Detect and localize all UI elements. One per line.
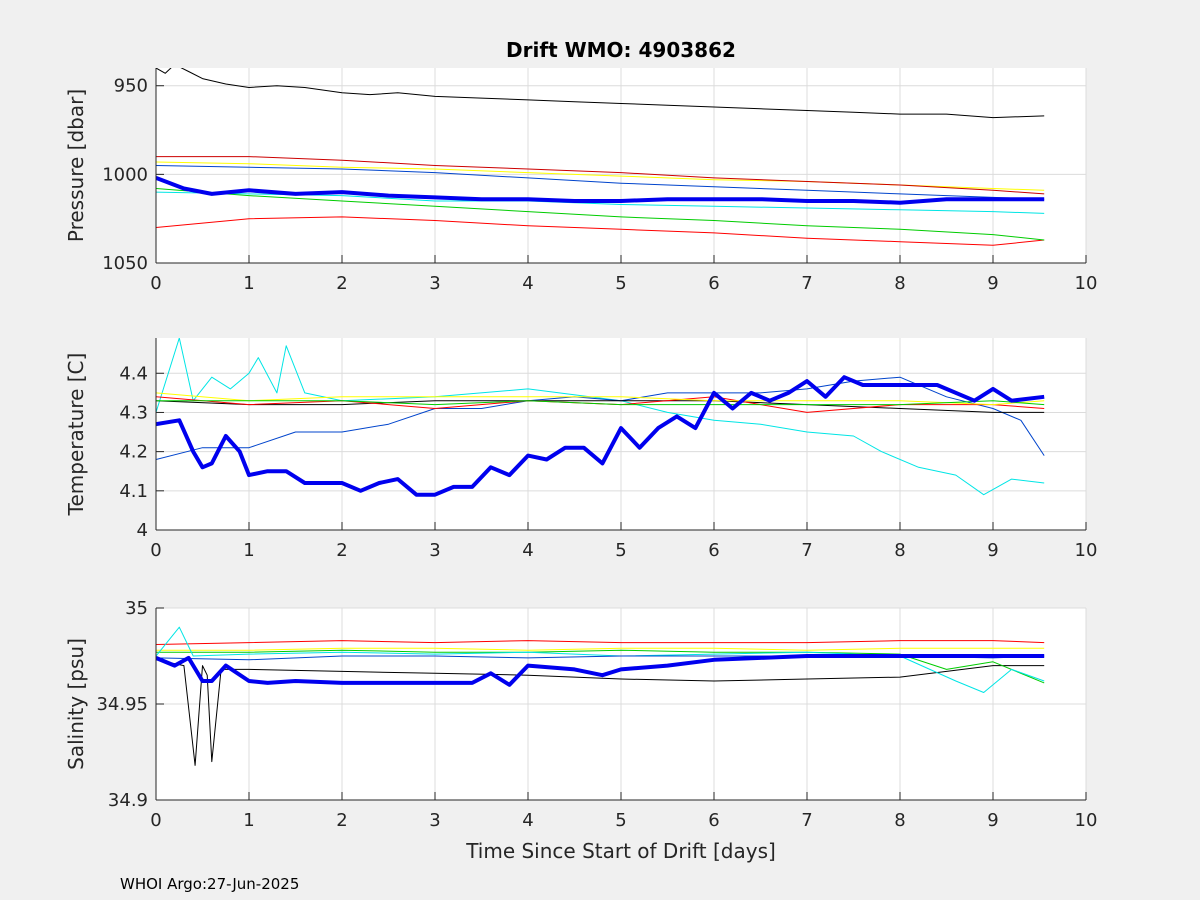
y-tick-label: 1050 — [102, 253, 148, 274]
x-tick-label: 4 — [522, 810, 533, 831]
y-tick-label: 4.2 — [119, 442, 148, 463]
y-tick-label: 4.3 — [119, 402, 148, 423]
y-axis-label: Salinity [psu] — [64, 638, 88, 770]
series-line-1 — [156, 640, 1045, 645]
x-tick-label: 1 — [243, 273, 254, 294]
x-tick-label: 2 — [336, 540, 347, 561]
temperature-panel: 0 1 2 3 4 5 6 7 8 9 10 4 4.1 4.2 4.3 4.4 Temperature [C] — [64, 338, 1097, 561]
y-axis-label: Pressure [dbar] — [64, 89, 88, 242]
y-tick-label: 950 — [114, 76, 148, 97]
x-tick-label: 10 — [1075, 540, 1098, 561]
x-tick-label: 7 — [801, 810, 812, 831]
y-axis-label: Temperature [C] — [64, 353, 88, 517]
footer-text: WHOI Argo:27-Jun-2025 — [120, 875, 299, 893]
series-line-5 — [156, 400, 1045, 406]
x-tick-label: 0 — [150, 810, 161, 831]
x-tick-label: 8 — [894, 810, 905, 831]
series-line-6 — [156, 654, 1045, 687]
x-tick-label: 7 — [801, 273, 812, 294]
x-tick-label: 9 — [987, 540, 998, 561]
x-tick-label: 4 — [522, 540, 533, 561]
x-tick-label: 2 — [336, 810, 347, 831]
x-tick-label: 3 — [429, 540, 440, 561]
x-tick-label: 0 — [150, 540, 161, 561]
y-tick-label: 34.9 — [108, 790, 148, 811]
series-line-2 — [156, 647, 1045, 651]
series-line-2 — [156, 188, 1045, 241]
x-tick-label: 10 — [1075, 810, 1098, 831]
x-tick-label: 4 — [522, 273, 533, 294]
x-tick-label: 8 — [894, 540, 905, 561]
y-tick-label: 35 — [125, 598, 148, 619]
x-tick-label: 9 — [987, 810, 998, 831]
y-tick-label: 4.1 — [119, 481, 148, 502]
x-tick-label: 1 — [243, 810, 254, 831]
x-tick-label: 5 — [615, 273, 626, 294]
x-tick-label: 7 — [801, 540, 812, 561]
series-line-1 — [156, 216, 1045, 246]
chart-title: Drift WMO: 4903862 — [506, 38, 736, 62]
x-tick-label: 6 — [708, 273, 719, 294]
x-tick-label: 6 — [708, 810, 719, 831]
x-tick-label: 6 — [708, 540, 719, 561]
salinity-panel: 0 1 2 3 4 5 6 7 8 9 10 34.9 34.95 35 Salinity [psu] Tim… — [64, 598, 1097, 863]
y-tick-label: 1000 — [102, 164, 148, 185]
y-tick-label: 4.4 — [119, 363, 148, 384]
x-tick-label: 3 — [429, 273, 440, 294]
series-line-0 — [156, 659, 1045, 766]
x-tick-label: 1 — [243, 540, 254, 561]
series-line-5 — [156, 156, 1045, 195]
x-tick-label: 3 — [429, 810, 440, 831]
x-tick-label: 8 — [894, 273, 905, 294]
series-line-6 — [156, 375, 1045, 497]
series-line-7 — [156, 176, 1045, 205]
series-line-6 — [156, 165, 1045, 200]
x-tick-label: 10 — [1075, 273, 1098, 294]
x-tick-label: 5 — [615, 810, 626, 831]
x-axis-label: Time Since Start of Drift [days] — [465, 839, 776, 863]
series-line-0 — [156, 338, 1045, 496]
series-line-4 — [156, 161, 1045, 191]
series-line-3 — [156, 649, 1045, 684]
pressure-panel: 0 1 2 3 4 5 6 7 8 9 10 950 1000 1050 Pressure [dbar] Dr… — [64, 38, 1097, 294]
series-line-4 — [156, 392, 1045, 406]
x-tick-label: 5 — [615, 540, 626, 561]
x-tick-label: 9 — [987, 273, 998, 294]
y-tick-label: 4 — [137, 520, 148, 541]
y-tick-label: 34.95 — [96, 694, 148, 715]
series-line-2 — [156, 400, 1045, 413]
series-line-0 — [156, 68, 1045, 119]
x-tick-label: 2 — [336, 273, 347, 294]
x-tick-label: 0 — [150, 273, 161, 294]
